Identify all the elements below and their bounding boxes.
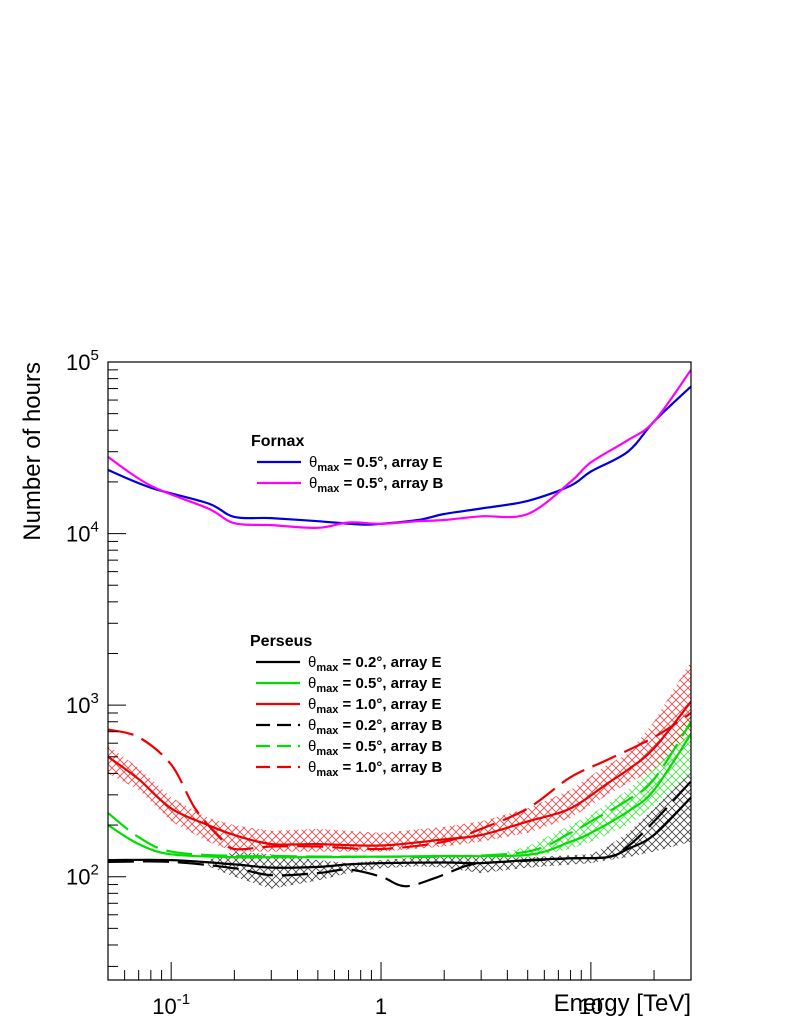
y-tick-label: 104 xyxy=(66,519,99,547)
series-perseus_02_E xyxy=(108,796,691,869)
axis-ticks xyxy=(107,361,692,980)
legend-title: Perseus xyxy=(250,633,312,650)
legend-entry-label: θmax = 0.2°, array B xyxy=(308,717,443,737)
series-perseus_10_E xyxy=(108,700,691,847)
y-tick-label: 102 xyxy=(66,862,99,890)
tick-labels: 10-1 1 10 102 103 104 105 xyxy=(66,347,603,1019)
x-axis-label: Energy [TeV] xyxy=(554,990,691,1017)
y-axis-label: Number of hours xyxy=(19,362,46,541)
series-fornax_E xyxy=(108,385,691,526)
y-tick-label: 105 xyxy=(66,347,99,375)
y-tick-label: 103 xyxy=(66,690,99,718)
x-tick-label: 10-1 xyxy=(152,991,190,1019)
series-perseus_05_B xyxy=(108,721,691,859)
series-lines xyxy=(108,369,691,888)
y-tick-exponent: 3 xyxy=(90,690,98,707)
series-fornax_B xyxy=(108,369,691,529)
series-perseus_10_B xyxy=(108,712,691,851)
band-perseus_10_E xyxy=(108,661,691,852)
x-tick-label: 10 xyxy=(579,994,603,1019)
x-tick-label: 1 xyxy=(375,994,387,1019)
y-tick-exponent: 5 xyxy=(90,347,98,364)
y-tick-exponent: 4 xyxy=(90,519,98,536)
legend-title: Fornax xyxy=(251,433,304,450)
plot-frame xyxy=(107,361,692,981)
x-tick-exponent: -1 xyxy=(177,991,190,1008)
legend-entry-label: θmax = 0.5°, array B xyxy=(309,475,444,495)
legend-entry-label: θmax = 0.5°, array E xyxy=(309,454,443,474)
y-tick-exponent: 2 xyxy=(90,862,98,879)
legend-entry-label: θmax = 0.5°, array B xyxy=(308,738,443,758)
legend-entry-label: θmax = 1.0°, array E xyxy=(308,696,442,716)
legend-entry-label: θmax = 0.2°, array E xyxy=(308,654,442,674)
legend-entry-label: θmax = 0.5°, array E xyxy=(308,675,442,695)
legend-entry-label: θmax = 1.0°, array B xyxy=(308,759,443,779)
series-perseus_02_B xyxy=(108,780,691,888)
